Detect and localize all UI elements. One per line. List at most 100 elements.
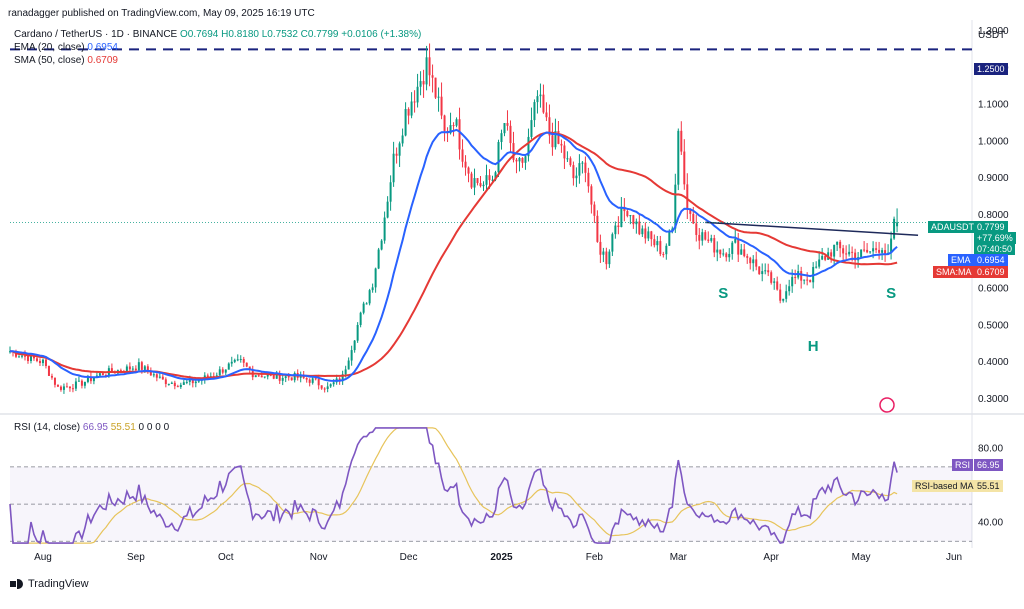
candle-body bbox=[605, 251, 608, 265]
candle-body bbox=[149, 371, 152, 376]
sma-legend[interactable]: SMA (50, close) 0.6709 bbox=[14, 55, 118, 66]
candle-body bbox=[620, 206, 623, 228]
candle-body bbox=[860, 249, 863, 258]
countdown-badge: 07:40:50 bbox=[974, 243, 1016, 255]
candle-body bbox=[695, 223, 698, 235]
candle-body bbox=[473, 178, 476, 188]
candle-body bbox=[86, 376, 89, 382]
time-tick-label: Apr bbox=[763, 552, 779, 563]
candle-body bbox=[875, 248, 878, 250]
candle-body bbox=[650, 231, 653, 240]
candle-body bbox=[839, 241, 842, 249]
candle-body bbox=[776, 281, 779, 290]
candle-body bbox=[77, 380, 80, 382]
candle-body bbox=[527, 136, 530, 157]
candle-body bbox=[896, 222, 899, 227]
candle-body bbox=[152, 374, 155, 376]
candle-body bbox=[734, 238, 737, 243]
candle-body bbox=[65, 386, 68, 388]
candle-body bbox=[173, 382, 176, 387]
candle-body bbox=[326, 386, 329, 390]
candle-body bbox=[872, 248, 875, 252]
candle-body bbox=[599, 241, 602, 255]
candle-body bbox=[488, 175, 491, 181]
rsi-band-fill bbox=[10, 466, 972, 542]
candle-body bbox=[692, 213, 695, 224]
candle-body bbox=[479, 183, 482, 187]
candle-body bbox=[665, 245, 668, 255]
candle-body bbox=[542, 94, 545, 113]
candle-body bbox=[428, 57, 431, 76]
candle-body bbox=[434, 77, 437, 98]
candle-body bbox=[662, 254, 665, 256]
rsi-legend-value: 66.95 bbox=[82, 422, 108, 433]
sma-price-badge: 0.6709 bbox=[974, 266, 1008, 278]
candle-body bbox=[464, 161, 467, 168]
price-tick-label: 0.4000 bbox=[978, 357, 1009, 368]
candle-body bbox=[50, 375, 53, 378]
candle-body bbox=[275, 373, 278, 379]
candle-body bbox=[647, 231, 650, 239]
candle-body bbox=[401, 135, 404, 144]
price-tick-label: 0.3000 bbox=[978, 394, 1009, 405]
rsi-tick-label: 80.00 bbox=[978, 443, 1003, 454]
pattern-label: S bbox=[886, 285, 896, 302]
rsi-price-badge: 66.95 bbox=[974, 459, 1003, 471]
price-badge: 0.7799 bbox=[974, 221, 1008, 233]
candle-body bbox=[344, 369, 347, 375]
rsi-ma-line bbox=[9, 427, 898, 544]
candle-body bbox=[461, 149, 464, 162]
time-tick-label: Oct bbox=[218, 552, 234, 563]
candle-body bbox=[635, 221, 638, 225]
candle-body bbox=[266, 374, 269, 377]
candle-body bbox=[206, 375, 209, 378]
candle-body bbox=[659, 241, 662, 255]
candle-body bbox=[245, 362, 248, 367]
price-tick-label: 0.6000 bbox=[978, 284, 1009, 295]
candle-body bbox=[269, 374, 272, 376]
candle-body bbox=[686, 184, 689, 210]
candle-body bbox=[866, 249, 869, 253]
ema-legend-label: EMA (20, close) bbox=[14, 42, 85, 53]
tradingview-logo-icon bbox=[10, 579, 24, 589]
candle-body bbox=[668, 230, 671, 246]
candle-body bbox=[341, 374, 344, 382]
candle-body bbox=[596, 215, 599, 242]
candle-body bbox=[272, 375, 275, 379]
candle-body bbox=[551, 135, 554, 148]
price-tick-label: 0.8000 bbox=[978, 210, 1009, 221]
candle-body bbox=[260, 375, 263, 378]
candle-body bbox=[581, 162, 584, 164]
candle-body bbox=[533, 102, 536, 121]
candle-body bbox=[470, 173, 473, 188]
ema-legend[interactable]: EMA (20, close) 0.6954 bbox=[14, 42, 118, 53]
tradingview-logo[interactable]: TradingView bbox=[10, 578, 89, 590]
candle-body bbox=[491, 179, 494, 181]
candle-body bbox=[125, 366, 128, 373]
candle-body bbox=[587, 172, 590, 187]
candle-body bbox=[62, 386, 65, 390]
rsi-legend[interactable]: RSI (14, close) 66.95 55.51 0 0 0 0 bbox=[14, 422, 169, 433]
candle-body bbox=[227, 363, 230, 370]
candle-body bbox=[524, 156, 527, 163]
candle-body bbox=[164, 379, 167, 384]
candle-body bbox=[119, 370, 122, 372]
candle-body bbox=[398, 143, 401, 156]
price-tick-label: 0.5000 bbox=[978, 320, 1009, 331]
candle-body bbox=[701, 232, 704, 241]
candle-body bbox=[560, 143, 563, 146]
candle-body bbox=[578, 163, 581, 176]
candle-body bbox=[98, 373, 101, 376]
candle-body bbox=[425, 57, 428, 85]
candle-body bbox=[698, 234, 701, 241]
candle-body bbox=[455, 119, 458, 126]
rsi-legend-extra: 0 0 0 0 bbox=[138, 422, 170, 433]
candle-body bbox=[233, 359, 236, 362]
candle-body bbox=[323, 388, 326, 390]
candle-body bbox=[641, 228, 644, 235]
candle-body bbox=[29, 354, 32, 362]
candle-body bbox=[407, 109, 410, 116]
candle-body bbox=[182, 382, 185, 385]
candle-body bbox=[530, 120, 533, 137]
candle-body bbox=[893, 218, 896, 239]
